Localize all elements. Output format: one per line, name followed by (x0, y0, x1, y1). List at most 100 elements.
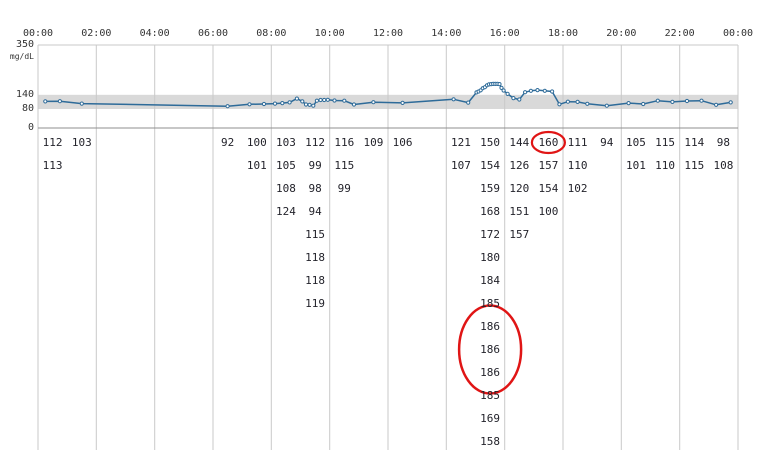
data-point-marker (294, 96, 299, 101)
glucose-value-cell: 126 (509, 159, 530, 172)
data-point-marker (511, 96, 516, 101)
glucose-value-cell: 106 (392, 136, 413, 149)
glucose-value-cell: 108 (275, 182, 296, 195)
glucose-value-cell: 114 (684, 136, 705, 149)
red-circle-annotation (530, 130, 567, 155)
data-point-marker (557, 102, 562, 107)
data-point-marker (307, 102, 312, 107)
data-point-marker (322, 97, 327, 103)
glucose-value-cell: 98 (308, 182, 322, 195)
data-point-marker (728, 100, 733, 105)
data-point-marker (655, 98, 660, 103)
data-point-marker (497, 82, 502, 87)
glucose-value-cell: 154 (538, 182, 559, 195)
time-axis-label: 06:00 (197, 28, 229, 39)
glucose-value-cell: 186 (480, 366, 501, 379)
data-point-marker (342, 98, 347, 103)
glucose-value-cell: 115 (655, 136, 676, 149)
glucose-value-cell: 101 (246, 159, 267, 172)
glucose-value-cell: 112 (42, 136, 63, 149)
data-point-marker (318, 97, 323, 103)
data-point-marker (542, 88, 547, 93)
time-axis-label: 20:00 (606, 28, 637, 39)
time-axis-label: 16:00 (489, 28, 520, 39)
glucose-value-cell: 109 (363, 136, 384, 149)
y-axis-tick-label: 80 (21, 103, 34, 114)
glucose-value-cell: 116 (334, 136, 355, 149)
glucose-value-cell: 115 (334, 159, 355, 172)
data-point-marker (43, 99, 48, 104)
data-point-marker (303, 102, 309, 107)
time-axis-label: 00:00 (722, 28, 754, 39)
time-axis-label: 10:00 (314, 28, 345, 39)
glucose-value-cell: 111 (567, 136, 588, 149)
glucose-value-cell: 115 (305, 228, 326, 241)
glucose-value-cell: 115 (684, 159, 705, 172)
glucose-value-cell: 101 (625, 159, 646, 172)
glucose-value-cell: 110 (567, 159, 588, 172)
glucose-value-cell: 144 (509, 136, 530, 149)
data-point-marker (79, 101, 84, 106)
time-axis-label: 00:00 (22, 28, 54, 39)
data-point-marker (400, 100, 405, 106)
data-point-marker (466, 100, 471, 105)
data-point-marker (714, 102, 719, 107)
data-point-marker (280, 101, 285, 106)
data-point-marker (261, 101, 267, 107)
data-point-marker (57, 99, 63, 104)
glucose-value-cell: 180 (480, 251, 501, 264)
data-point-marker (371, 100, 376, 105)
data-point-marker (332, 98, 337, 103)
data-point-marker (575, 99, 580, 105)
glucose-value-cell: 185 (480, 389, 501, 402)
data-point-marker (325, 97, 330, 102)
data-point-marker (535, 88, 540, 93)
glucose-value-cell: 98 (716, 136, 731, 149)
glucose-value-cell: 185 (480, 297, 501, 310)
time-axis-label: 04:00 (139, 28, 170, 39)
data-point-marker (626, 101, 631, 106)
y-axis-unit-label: mg/dL (9, 52, 34, 61)
glucose-value-cell: 124 (275, 205, 296, 218)
time-axis-label: 08:00 (256, 28, 287, 39)
data-point-marker (523, 90, 528, 95)
glucose-value-cell: 157 (509, 228, 530, 241)
data-point-marker (528, 88, 534, 93)
data-point-marker (505, 91, 510, 97)
glucose-value-cell: 108 (713, 159, 734, 172)
glucose-value-cell: 103 (275, 136, 296, 149)
data-point-marker (670, 99, 675, 105)
y-axis-tick-label: 140 (15, 88, 34, 100)
glucose-value-cell: 112 (305, 136, 326, 149)
data-point-marker (314, 98, 319, 103)
data-point-marker (351, 102, 357, 107)
data-point-marker (641, 101, 646, 107)
glucose-value-cell: 118 (305, 274, 326, 287)
data-point-marker (300, 99, 305, 104)
glucose-value-cell: 99 (337, 182, 351, 195)
time-axis-label: 02:00 (81, 28, 112, 39)
y-axis-tick-label: 0 (27, 122, 34, 133)
glucose-value-cell: 118 (305, 251, 326, 264)
data-point-marker (517, 97, 522, 102)
glucose-value-cell: 154 (480, 159, 501, 172)
glucose-value-cell: 119 (305, 297, 326, 310)
glucose-value-cell: 186 (480, 343, 501, 356)
data-point-marker (604, 103, 609, 108)
data-point-marker (225, 104, 230, 109)
glucose-value-cell: 159 (480, 182, 501, 195)
glucose-value-cell: 107 (450, 159, 471, 172)
time-axis-label: 12:00 (372, 28, 404, 39)
glucose-value-cell: 168 (480, 205, 501, 218)
data-point-marker (247, 102, 252, 107)
glucose-value-cell: 184 (480, 274, 501, 287)
time-axis-label: 14:00 (431, 28, 462, 39)
data-point-marker (501, 88, 506, 93)
glucose-value-cell: 103 (71, 136, 92, 149)
glucose-value-cell: 160 (538, 136, 559, 149)
glucose-value-cell: 105 (275, 159, 296, 172)
y-axis-tick-label: 350 (15, 39, 34, 50)
red-circle-annotation (457, 304, 523, 395)
